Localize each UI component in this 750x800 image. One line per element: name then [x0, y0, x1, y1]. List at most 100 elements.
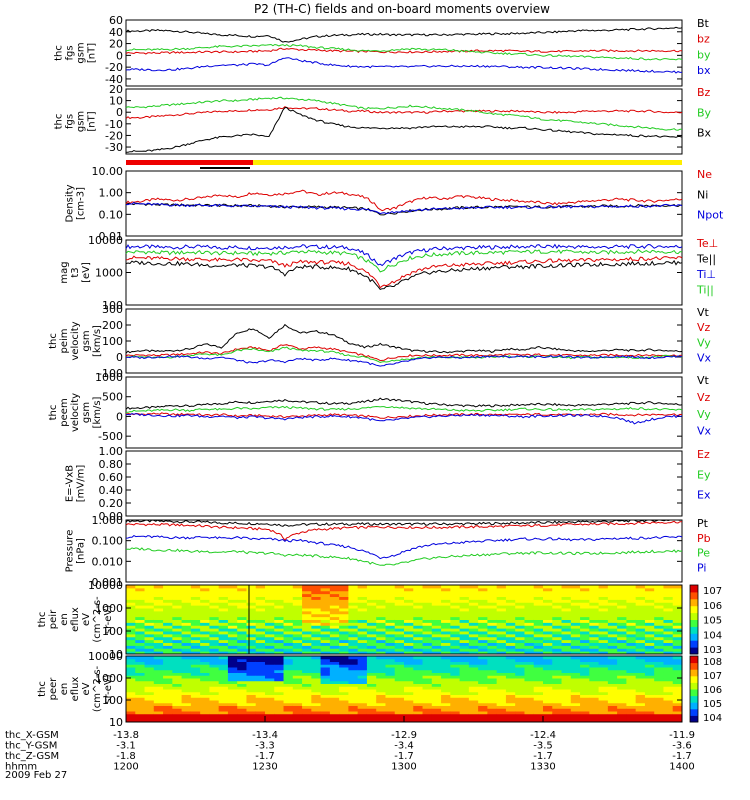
legend-entry: Ez — [697, 448, 710, 461]
y-axis-label-line: sr-eV) — [103, 605, 114, 634]
y-tick-label: 10000 — [88, 650, 123, 663]
y-axis-label: Density [cm-3] — [65, 184, 87, 222]
y-tick-label: -100 — [98, 367, 123, 380]
series-Te|| — [125, 259, 683, 290]
colorbar-tick-label: 106 — [703, 601, 722, 612]
panel-frame — [125, 308, 683, 374]
series-Npot — [126, 201, 683, 215]
spectrogram — [126, 585, 683, 655]
x-row-value: -3.5 — [533, 741, 553, 752]
colorbar-tick-label: 106 — [703, 685, 722, 696]
y-axis-label-line: eflux — [70, 607, 81, 632]
series-Vt — [125, 397, 683, 410]
y-axis-label-line: mag — [59, 261, 70, 283]
series-Vz — [125, 412, 683, 419]
series-Pe — [125, 547, 683, 566]
series-Vx — [125, 354, 683, 367]
legend-entry: Pe — [697, 547, 710, 560]
colorbar-tick-label: 104 — [703, 713, 722, 724]
legend-entry: By — [697, 106, 712, 119]
y-axis-label-line: thc — [48, 333, 59, 349]
y-axis-label-line: peir — [48, 609, 59, 629]
y-tick-label: 0.60 — [99, 471, 124, 484]
series-Bz — [125, 106, 683, 120]
y-axis-label-line: [nT] — [87, 111, 98, 131]
y-tick-label: -500 — [98, 430, 123, 443]
legend: Bz By Bx — [697, 86, 712, 140]
x-row-label: hhmm — [5, 762, 37, 773]
y-axis-label-line: Pressure — [65, 530, 76, 573]
x-row-value: 1230 — [252, 762, 277, 773]
x-row-label: thc_Y-GSM — [5, 741, 57, 752]
y-tick-label: 10.00 — [92, 165, 124, 178]
y-tick-label: 0 — [116, 410, 123, 423]
y-tick-label: 100 — [102, 625, 123, 638]
y-axis-label-line: peim — [59, 328, 70, 353]
legend-entry: Vx — [697, 352, 712, 365]
x-axis: thc_X-GSM -13.8 -13.4 -12.9 -12.4 -11.9 thc_Y-… — [5, 716, 695, 781]
y-tick-label: -20 — [105, 129, 123, 142]
legend-entry: Vz — [697, 321, 711, 334]
series-Bt — [125, 26, 683, 43]
y-tick-label: -40 — [105, 73, 123, 86]
y-tick-label: 0.10 — [99, 208, 124, 221]
x-row-value: 1200 — [113, 762, 138, 773]
legend-entry: Ti⊥ — [696, 268, 716, 281]
y-tick-label: 1000 — [95, 602, 123, 615]
y-tick-label: 100 — [102, 694, 123, 707]
legend-entry: Te|| — [696, 252, 716, 265]
panel-p6: 300 200 100 0 -100 thc peim velocity gsm [km/s] Vt… — [48, 303, 712, 380]
series-Ti⊥ — [125, 243, 683, 267]
y-axis-label-line: E=-VxB — [65, 465, 76, 502]
panel-p8: 1.000.800.600.400.200.00 E=-VxB [mV/m] Ez Ey… — [65, 445, 711, 523]
y-axis-label-line: eV — [81, 613, 92, 626]
y-axis-label: thc fgs gsm [nT] — [54, 111, 98, 132]
x-row-value: -12.9 — [391, 730, 417, 741]
y-axis-label-line: [mV/m] — [76, 465, 87, 503]
y-tick-label: 1.00 — [99, 445, 124, 458]
legend-entry: Pi — [697, 561, 706, 574]
y-tick-label: 100 — [102, 335, 123, 348]
series-bx — [125, 57, 683, 74]
series-Bx — [125, 106, 683, 153]
colorbar-tick-label: 105 — [703, 699, 722, 710]
y-tick-label: 10000 — [88, 234, 123, 247]
y-tick-label: 20 — [109, 38, 123, 51]
x-row-value: -11.9 — [669, 730, 695, 741]
y-tick-label: 0 — [116, 351, 123, 364]
legend: Vt Vz Vy Vx — [697, 306, 712, 365]
y-axis-label-line: sr-eV) — [103, 674, 114, 703]
y-axis-label-line: (cm^2-s- — [92, 596, 103, 643]
series-Pb — [125, 520, 683, 541]
y-tick-label: 0.00 — [99, 510, 124, 523]
y-tick-label: 1000 — [95, 672, 123, 685]
legend-entry: Ey — [697, 468, 711, 481]
colorbar-tick-label: 104 — [703, 630, 722, 641]
legend-entry: Ex — [697, 489, 711, 502]
y-axis-label-line: [km/s] — [92, 325, 103, 357]
y-axis-label-line: thc — [54, 114, 65, 130]
x-row-value: 1330 — [530, 762, 555, 773]
y-tick-label: 300 — [102, 303, 123, 316]
y-axis-label-line: [eV] — [81, 262, 92, 283]
y-tick-label: 0 — [116, 106, 123, 119]
series-By — [125, 96, 683, 131]
series-Vy — [125, 405, 683, 413]
y-tick-label: 0.40 — [99, 484, 124, 497]
legend-entry: bz — [697, 33, 710, 46]
legend-entry: Ni — [697, 188, 708, 201]
colorbar: 107 106 105 104 103 — [689, 584, 722, 656]
y-tick-label: 0.80 — [99, 458, 124, 471]
x-row-value: 1300 — [391, 762, 416, 773]
legend: Bt bz by bx — [697, 17, 711, 77]
panel-frame — [125, 239, 683, 306]
x-row-value: -1.7 — [533, 751, 553, 762]
y-tick-label: 10 — [109, 716, 123, 729]
legend: Ez Ey Ex — [697, 448, 711, 502]
